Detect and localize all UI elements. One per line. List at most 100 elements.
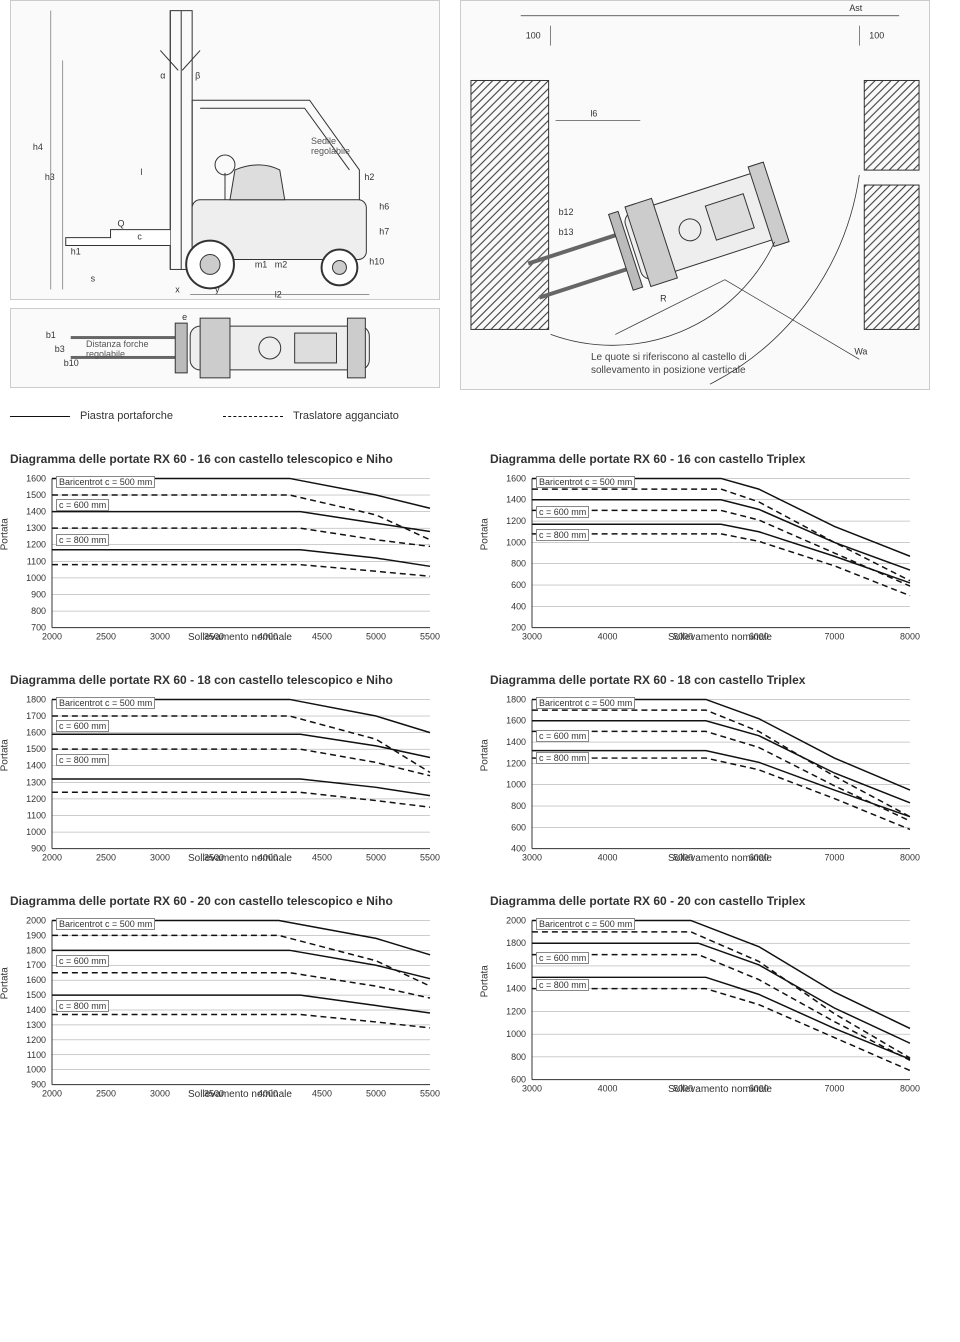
annot-c600: c = 600 mm bbox=[536, 952, 589, 964]
svg-text:l: l bbox=[140, 167, 142, 177]
chart-4: Diagramma delle portate RX 60 - 20 con c… bbox=[10, 894, 450, 1100]
svg-text:6000: 6000 bbox=[749, 632, 769, 642]
y-axis-label: Portata bbox=[480, 518, 491, 550]
svg-text:4500: 4500 bbox=[312, 1089, 332, 1099]
svg-text:h7: h7 bbox=[379, 227, 389, 237]
svg-text:h3: h3 bbox=[45, 172, 55, 182]
chart-3: Diagramma delle portate RX 60 - 18 con c… bbox=[490, 673, 930, 864]
svg-text:β: β bbox=[195, 70, 200, 80]
svg-text:4000: 4000 bbox=[598, 853, 618, 863]
svg-text:3000: 3000 bbox=[522, 632, 542, 642]
annot-c800: c = 800 mm bbox=[536, 979, 589, 991]
svg-text:1000: 1000 bbox=[26, 827, 46, 837]
svg-text:100: 100 bbox=[869, 31, 884, 41]
svg-text:h1: h1 bbox=[71, 247, 81, 257]
svg-text:1600: 1600 bbox=[26, 473, 46, 483]
svg-text:1300: 1300 bbox=[26, 1020, 46, 1030]
svg-text:1000: 1000 bbox=[26, 573, 46, 583]
annot-c500: Baricentrot c = 500 mm bbox=[536, 697, 635, 709]
turn-note: Le quote si riferiscono al castello di s… bbox=[591, 351, 771, 377]
svg-text:800: 800 bbox=[511, 1052, 526, 1062]
svg-text:h2: h2 bbox=[364, 172, 374, 182]
chart-title: Diagramma delle portate RX 60 - 18 con c… bbox=[490, 673, 930, 687]
svg-text:1400: 1400 bbox=[506, 984, 526, 994]
svg-text:8000: 8000 bbox=[900, 1084, 920, 1094]
svg-text:l2: l2 bbox=[275, 289, 282, 299]
svg-text:3500: 3500 bbox=[204, 1089, 224, 1099]
svg-text:1000: 1000 bbox=[506, 1029, 526, 1039]
svg-text:2000: 2000 bbox=[26, 915, 46, 925]
annot-c800: c = 800 mm bbox=[56, 754, 109, 766]
svg-text:1200: 1200 bbox=[26, 540, 46, 550]
svg-text:s: s bbox=[91, 273, 96, 283]
svg-text:8000: 8000 bbox=[900, 853, 920, 863]
svg-text:1400: 1400 bbox=[26, 507, 46, 517]
svg-text:b3: b3 bbox=[55, 344, 65, 354]
y-axis-label: Portata bbox=[0, 518, 11, 550]
y-axis-label: Portata bbox=[0, 967, 11, 999]
svg-text:800: 800 bbox=[511, 801, 526, 811]
svg-text:5500: 5500 bbox=[420, 853, 440, 863]
svg-text:4500: 4500 bbox=[312, 632, 332, 642]
svg-text:b1: b1 bbox=[46, 330, 56, 340]
svg-text:5000: 5000 bbox=[673, 1084, 693, 1094]
svg-text:x: x bbox=[175, 284, 180, 294]
svg-text:1400: 1400 bbox=[506, 737, 526, 747]
chart-title: Diagramma delle portate RX 60 - 18 con c… bbox=[10, 673, 450, 687]
svg-text:4000: 4000 bbox=[258, 632, 278, 642]
svg-text:2000: 2000 bbox=[506, 915, 526, 925]
forklift-side-svg: α β bbox=[11, 0, 439, 300]
svg-text:5000: 5000 bbox=[673, 632, 693, 642]
turning-radius-svg: Ast 100 100 l6 bbox=[461, 0, 929, 390]
svg-text:1500: 1500 bbox=[26, 990, 46, 1000]
svg-text:1800: 1800 bbox=[26, 694, 46, 704]
svg-text:1100: 1100 bbox=[27, 556, 46, 566]
charts-grid: Diagramma delle portate RX 60 - 16 con c… bbox=[10, 452, 950, 1100]
svg-text:2000: 2000 bbox=[42, 1089, 62, 1099]
svg-text:b12: b12 bbox=[559, 207, 574, 217]
svg-text:5500: 5500 bbox=[420, 632, 440, 642]
svg-text:2000: 2000 bbox=[42, 853, 62, 863]
legend-dashed-label: Traslatore agganciato bbox=[293, 410, 399, 422]
forche-label: Distanza forche regolabile bbox=[86, 339, 149, 359]
svg-text:5500: 5500 bbox=[420, 1089, 440, 1099]
annot-c500: Baricentrot c = 500 mm bbox=[56, 918, 155, 930]
chart-title: Diagramma delle portate RX 60 - 20 con c… bbox=[10, 894, 450, 908]
svg-text:1200: 1200 bbox=[26, 1035, 46, 1045]
svg-text:8000: 8000 bbox=[900, 632, 920, 642]
y-axis-label: Portata bbox=[0, 739, 11, 771]
svg-text:b10: b10 bbox=[64, 358, 79, 368]
svg-text:1600: 1600 bbox=[506, 716, 526, 726]
svg-text:c: c bbox=[137, 232, 142, 242]
svg-text:h4: h4 bbox=[33, 142, 43, 152]
annot-c800: c = 800 mm bbox=[56, 534, 109, 546]
svg-text:4500: 4500 bbox=[312, 853, 332, 863]
svg-text:b13: b13 bbox=[559, 227, 574, 237]
svg-text:1300: 1300 bbox=[26, 777, 46, 787]
svg-text:3500: 3500 bbox=[204, 853, 224, 863]
svg-text:1400: 1400 bbox=[26, 1005, 46, 1015]
svg-text:1600: 1600 bbox=[26, 975, 46, 985]
svg-text:1400: 1400 bbox=[506, 495, 526, 505]
annot-c600: c = 600 mm bbox=[536, 730, 589, 742]
sedile-label: Sedile regolabile bbox=[311, 136, 350, 156]
chart-5: Diagramma delle portate RX 60 - 20 con c… bbox=[490, 894, 930, 1100]
svg-text:800: 800 bbox=[511, 559, 526, 569]
chart-1: Diagramma delle portate RX 60 - 16 con c… bbox=[490, 452, 930, 643]
svg-text:5000: 5000 bbox=[673, 853, 693, 863]
svg-text:6000: 6000 bbox=[749, 1084, 769, 1094]
svg-text:4000: 4000 bbox=[258, 853, 278, 863]
chart-2: Diagramma delle portate RX 60 - 18 con c… bbox=[10, 673, 450, 864]
chart-title: Diagramma delle portate RX 60 - 16 con c… bbox=[10, 452, 450, 466]
svg-text:3000: 3000 bbox=[522, 853, 542, 863]
svg-text:1700: 1700 bbox=[26, 960, 46, 970]
svg-text:7000: 7000 bbox=[824, 632, 844, 642]
svg-text:1200: 1200 bbox=[506, 1006, 526, 1016]
annot-c800: c = 800 mm bbox=[536, 529, 589, 541]
line-style-legend: Piastra portaforche Traslatore agganciat… bbox=[10, 410, 950, 422]
svg-text:100: 100 bbox=[526, 31, 541, 41]
svg-text:3000: 3000 bbox=[150, 1089, 170, 1099]
svg-text:7000: 7000 bbox=[824, 853, 844, 863]
svg-text:m1: m1 bbox=[255, 259, 267, 269]
annot-c600: c = 600 mm bbox=[536, 506, 589, 518]
